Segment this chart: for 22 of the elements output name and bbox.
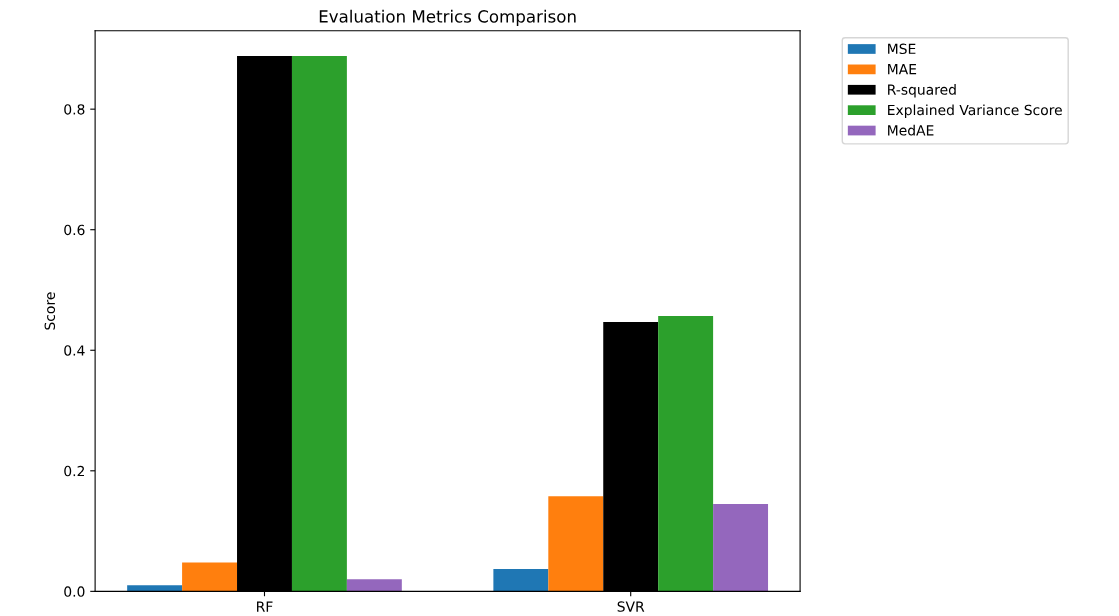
y-axis-title: Score	[44, 292, 56, 330]
bar	[493, 569, 549, 592]
y-tick-label: 0.8	[64, 104, 85, 115]
y-tick-label: 0.2	[64, 465, 84, 477]
x-tick-label: RF	[257, 601, 273, 612]
y-tick-label: 0.4	[64, 345, 85, 356]
legend-label: MedAE	[888, 124, 934, 136]
legend-label: R-squared	[888, 84, 956, 98]
bar	[713, 503, 769, 592]
bar	[127, 585, 183, 592]
bar	[182, 562, 238, 592]
bar	[548, 496, 604, 592]
bar	[346, 579, 402, 592]
legend-label: Explained Variance Score	[888, 104, 1062, 118]
legend-label: MAE	[888, 64, 917, 75]
chart-title: Evaluation Metrics Comparison	[319, 9, 576, 26]
bar	[291, 56, 347, 592]
y-tick-label: 0.0	[64, 586, 85, 597]
bar	[658, 315, 714, 592]
x-tick-label: SVR	[617, 601, 645, 612]
legend-label: MSE	[888, 43, 916, 55]
y-tick-label: 0.6	[64, 224, 85, 236]
